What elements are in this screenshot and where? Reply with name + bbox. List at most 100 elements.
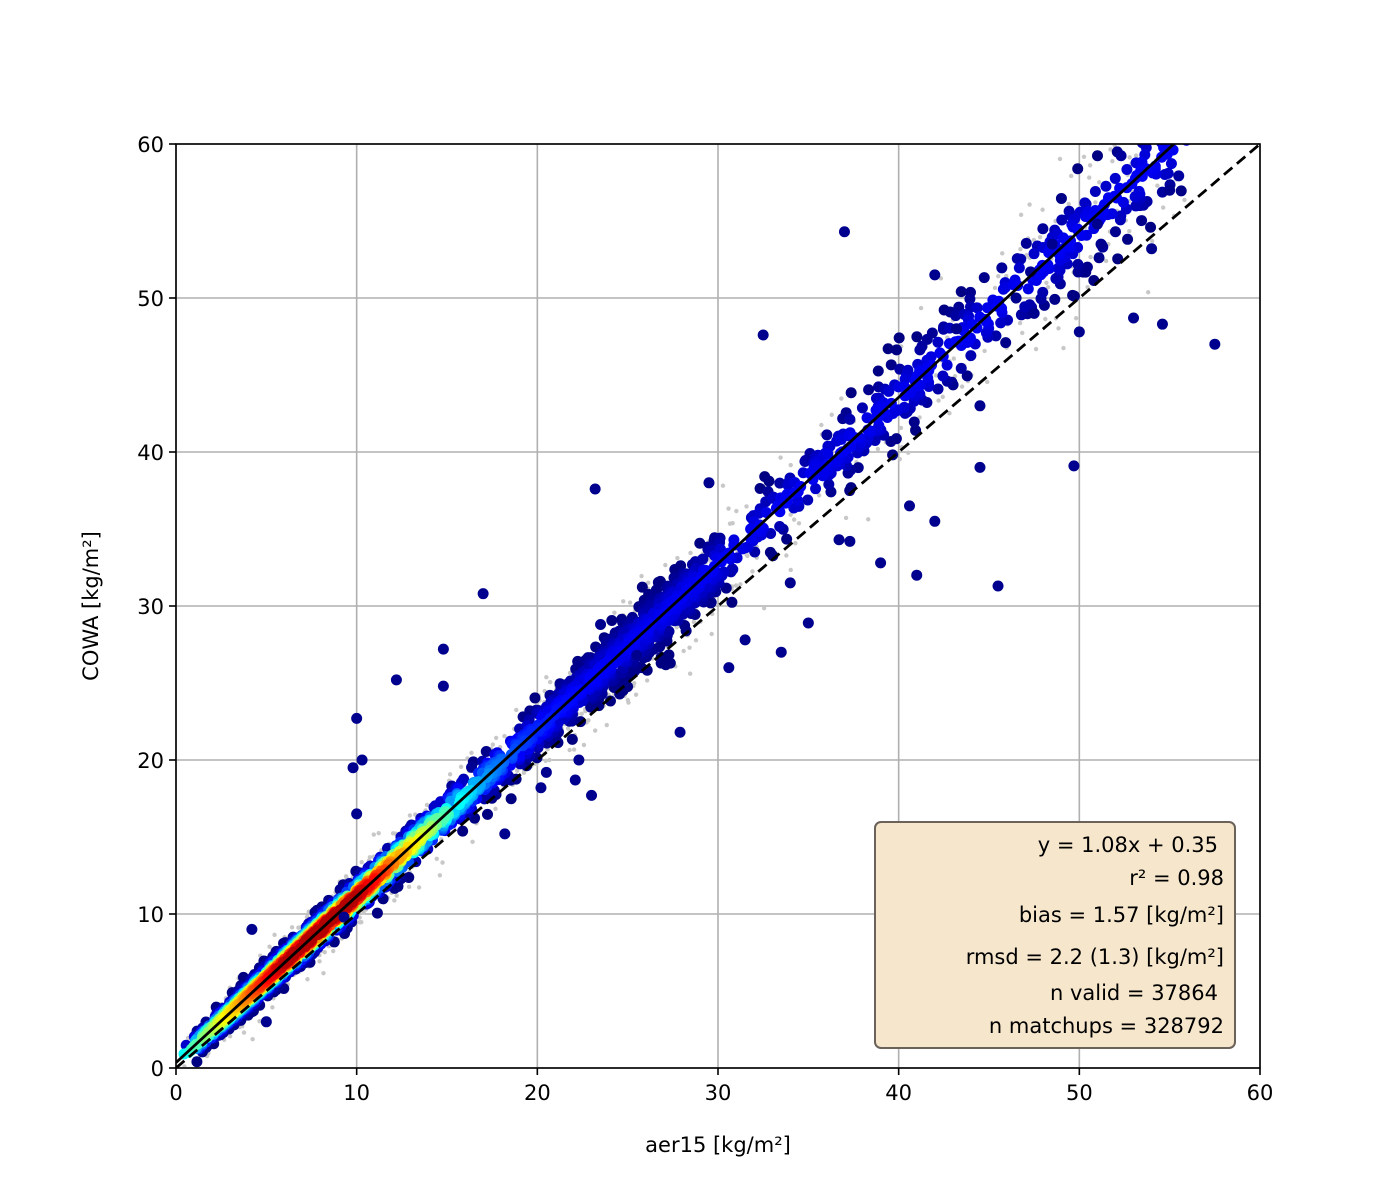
outlier-point <box>1209 338 1221 350</box>
outlier-point <box>1068 460 1080 472</box>
background-point <box>1110 158 1115 164</box>
density-point <box>1160 111 1171 122</box>
background-point <box>951 356 957 361</box>
background-point <box>1068 173 1074 179</box>
background-point <box>359 860 364 865</box>
background-point <box>267 944 272 949</box>
outlier-point <box>477 588 489 600</box>
density-point <box>950 310 962 322</box>
background-point <box>1087 175 1092 180</box>
background-point <box>788 512 793 517</box>
background-point <box>1185 131 1189 135</box>
background-point <box>331 948 336 954</box>
density-point <box>995 317 1007 329</box>
background-point <box>317 959 322 964</box>
density-point <box>457 825 469 837</box>
background-point <box>1163 113 1167 117</box>
x-tick-label: 0 <box>169 1081 182 1105</box>
y-axis-label: COWA [kg/m²] <box>79 531 103 681</box>
background-point <box>1081 154 1087 159</box>
background-point <box>1000 251 1005 256</box>
background-point <box>1018 247 1023 252</box>
density-point <box>845 387 857 399</box>
density-point <box>1049 293 1061 305</box>
background-point <box>992 285 998 291</box>
density-point <box>482 808 494 820</box>
background-point <box>547 679 553 685</box>
background-point <box>940 394 945 400</box>
outlier-point <box>992 580 1004 592</box>
background-point <box>720 483 726 488</box>
x-axis-label: aer15 [kg/m²] <box>645 1133 791 1157</box>
density-point <box>1013 262 1025 274</box>
density-point <box>1052 247 1064 259</box>
outlier-point <box>1046 238 1058 250</box>
background-point <box>1043 316 1048 322</box>
outlier-point <box>703 477 715 489</box>
background-point <box>1093 200 1098 205</box>
background-point <box>437 873 443 878</box>
background-point <box>709 631 714 637</box>
density-point <box>1050 273 1062 285</box>
density-point <box>908 416 920 428</box>
density-point <box>835 447 847 459</box>
stats-rmsd: rmsd = 2.2 (1.3) [kg/m²] <box>966 945 1224 969</box>
background-point <box>1066 201 1071 207</box>
background-point <box>544 675 549 680</box>
outlier-point <box>540 766 552 778</box>
density-point <box>1000 337 1012 349</box>
background-point <box>547 757 552 763</box>
density-point <box>191 1056 203 1068</box>
density-point <box>1161 122 1172 133</box>
density-point <box>844 413 856 425</box>
background-point <box>1149 121 1153 125</box>
x-tick-label: 10 <box>343 1081 370 1105</box>
density-point <box>1037 286 1049 298</box>
background-point <box>738 582 743 587</box>
background-point <box>843 515 849 521</box>
density-point <box>856 402 868 414</box>
background-point <box>440 860 445 865</box>
background-point <box>227 1034 233 1039</box>
background-point <box>744 504 749 509</box>
density-point <box>885 359 897 371</box>
background-point <box>493 806 498 811</box>
density-point <box>566 733 578 745</box>
background-point <box>1087 163 1093 168</box>
density-point <box>636 581 648 593</box>
density-point <box>1166 144 1167 145</box>
background-point <box>1133 153 1139 158</box>
outlier-point <box>838 226 850 238</box>
outlier-point <box>1146 243 1158 255</box>
density-point <box>1100 180 1112 192</box>
density-point <box>893 332 905 344</box>
density-point <box>799 456 811 468</box>
density-point <box>1181 122 1192 133</box>
outlier-point <box>974 461 986 473</box>
background-point <box>581 742 587 748</box>
density-point <box>964 293 976 305</box>
background-point <box>367 855 373 860</box>
background-point <box>730 520 735 526</box>
density-point <box>1170 105 1181 116</box>
background-point <box>627 600 633 605</box>
background-point <box>687 671 693 676</box>
background-point <box>521 770 527 776</box>
background-point <box>1037 234 1043 240</box>
outlier-point <box>844 535 856 547</box>
density-point <box>1174 124 1185 135</box>
x-tick-label: 50 <box>1066 1081 1093 1105</box>
background-point <box>788 567 793 573</box>
outlier-point <box>1128 312 1140 324</box>
background-point <box>947 411 952 416</box>
background-point <box>1089 122 1093 126</box>
background-point <box>1088 254 1093 260</box>
outlier-point <box>586 789 598 801</box>
background-point <box>1127 228 1132 234</box>
density-point <box>911 331 923 343</box>
outlier-point <box>1109 226 1121 238</box>
density-point <box>1067 289 1079 301</box>
outlier-point <box>833 534 845 546</box>
density-point <box>1081 261 1093 273</box>
